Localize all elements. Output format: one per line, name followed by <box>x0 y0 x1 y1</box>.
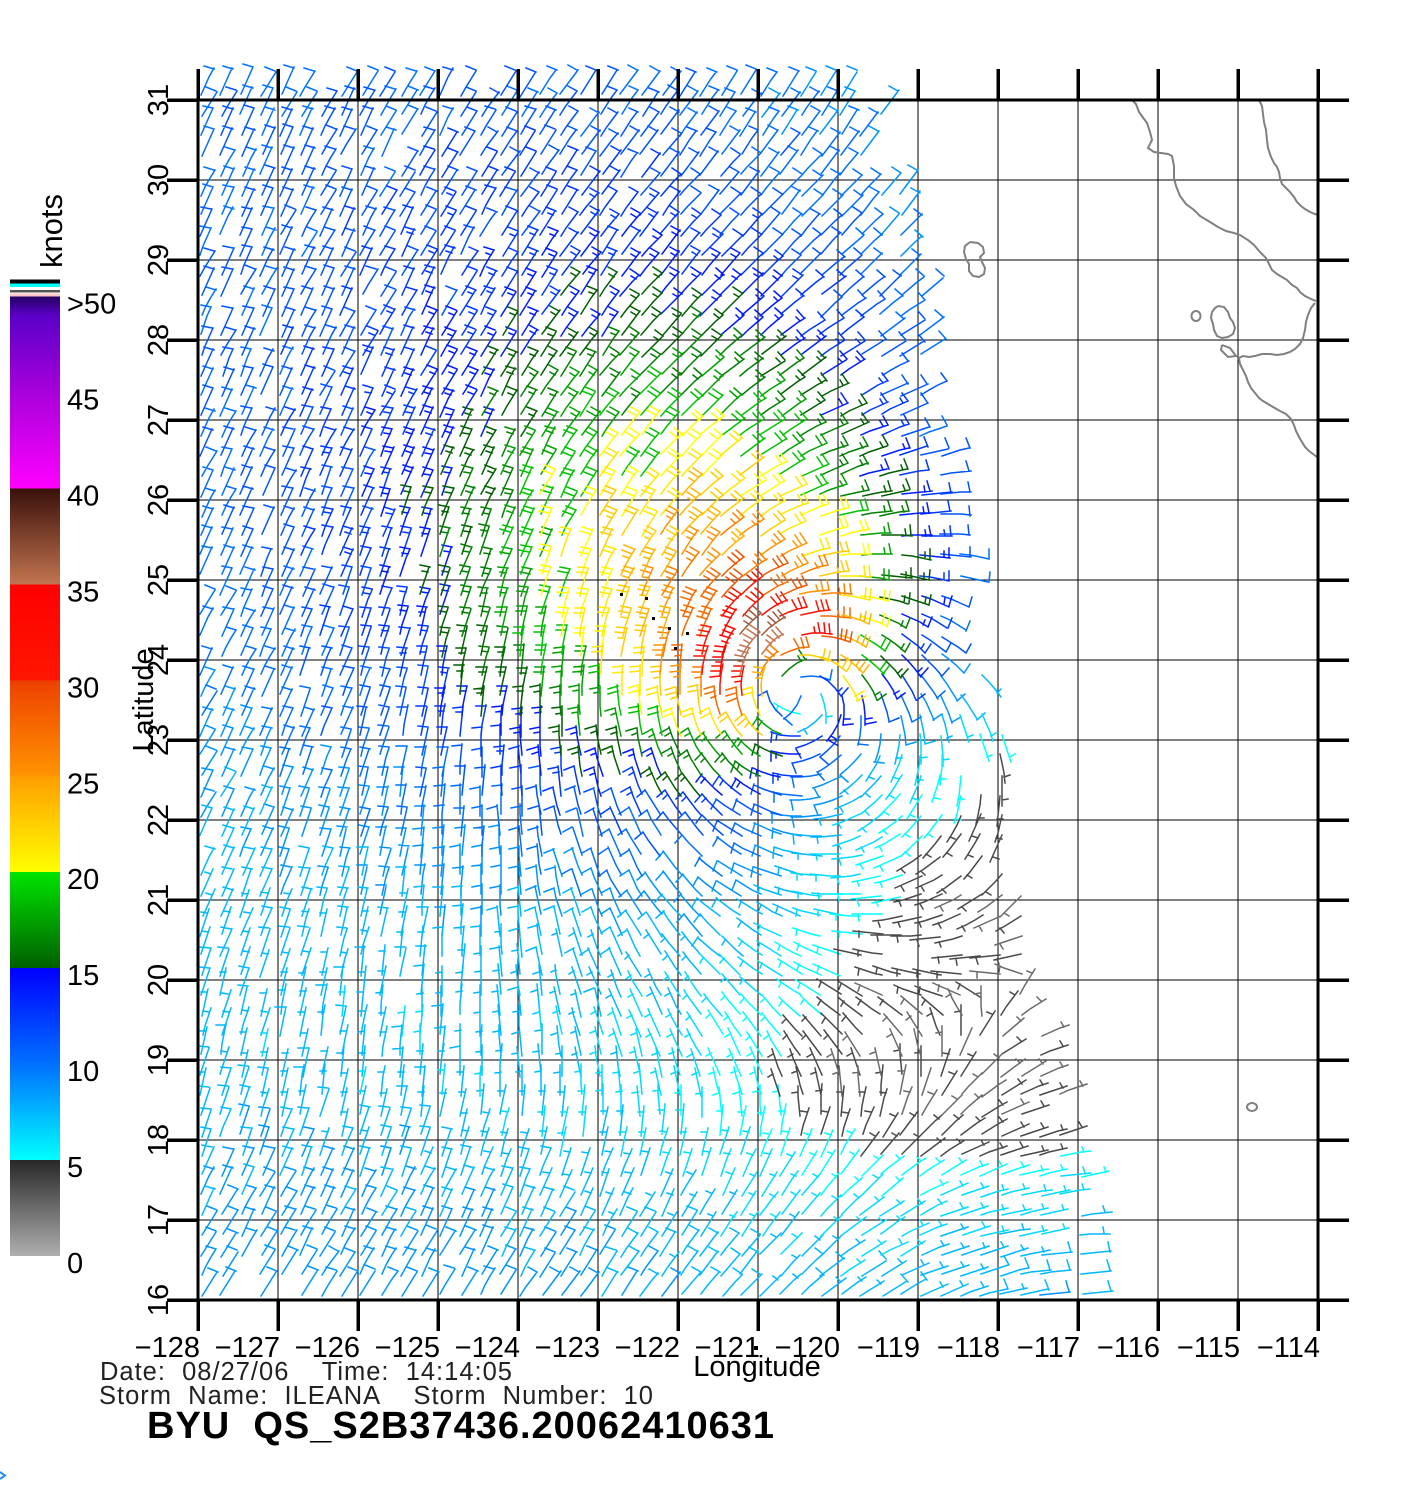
svg-text:−128: −128 <box>135 1332 200 1364</box>
svg-text:−127: −127 <box>215 1332 280 1364</box>
svg-text:>50: >50 <box>67 289 116 321</box>
svg-text:28: 28 <box>143 324 175 356</box>
svg-text:30: 30 <box>67 672 99 704</box>
svg-text:−123: −123 <box>535 1332 600 1364</box>
svg-text:Longitude: Longitude <box>693 1351 820 1383</box>
svg-text:−118: −118 <box>937 1332 1000 1364</box>
svg-text:BYU QS_S2B37436.20062410631: BYU QS_S2B37436.20062410631 <box>147 1405 775 1447</box>
svg-text:−116: −116 <box>1097 1332 1160 1364</box>
svg-text:knots: knots <box>34 194 69 268</box>
svg-text:−124: −124 <box>455 1332 520 1364</box>
svg-text:−117: −117 <box>1017 1332 1080 1364</box>
svg-text:Latitude: Latitude <box>128 648 160 751</box>
svg-text:−126: −126 <box>295 1332 360 1364</box>
svg-text:−125: −125 <box>375 1332 440 1364</box>
svg-text:−122: −122 <box>615 1332 680 1364</box>
svg-text:0: 0 <box>67 1248 83 1280</box>
svg-text:22: 22 <box>143 804 175 836</box>
svg-text:25: 25 <box>143 564 175 596</box>
svg-text:16: 16 <box>143 1284 175 1316</box>
svg-text:40: 40 <box>67 480 99 512</box>
svg-text:20: 20 <box>67 864 99 896</box>
svg-text:29: 29 <box>143 244 175 276</box>
svg-text:30: 30 <box>143 164 175 196</box>
svg-text:10: 10 <box>67 1056 99 1088</box>
svg-text:17: 17 <box>143 1204 175 1236</box>
svg-text:18: 18 <box>143 1124 175 1156</box>
svg-text:26: 26 <box>143 484 175 516</box>
svg-text:23: 23 <box>143 724 175 756</box>
svg-text:−121: −121 <box>695 1332 760 1364</box>
svg-text:−114: −114 <box>1257 1332 1320 1364</box>
svg-text:20: 20 <box>143 964 175 996</box>
svg-text:27: 27 <box>143 404 175 436</box>
svg-text:−115: −115 <box>1177 1332 1240 1364</box>
svg-text:Storm Name: ILEANA Storm: Storm Name: ILEANA Storm Number: 10 <box>99 1382 654 1410</box>
svg-text:19: 19 <box>143 1044 175 1076</box>
svg-text:35: 35 <box>67 576 99 608</box>
svg-text:5: 5 <box>67 1152 83 1184</box>
svg-text:−119: −119 <box>857 1332 920 1364</box>
svg-text:24: 24 <box>143 644 175 676</box>
svg-text:31: 31 <box>143 84 175 116</box>
svg-text:−120: −120 <box>775 1332 840 1364</box>
svg-text:15: 15 <box>67 960 99 992</box>
svg-text:25: 25 <box>67 768 99 800</box>
svg-text:Date: 08/27/06 Time: 14:1: Date: 08/27/06 Time: 14:14:05 <box>100 1358 513 1386</box>
svg-text:45: 45 <box>67 384 99 416</box>
svg-text:21: 21 <box>143 884 175 916</box>
